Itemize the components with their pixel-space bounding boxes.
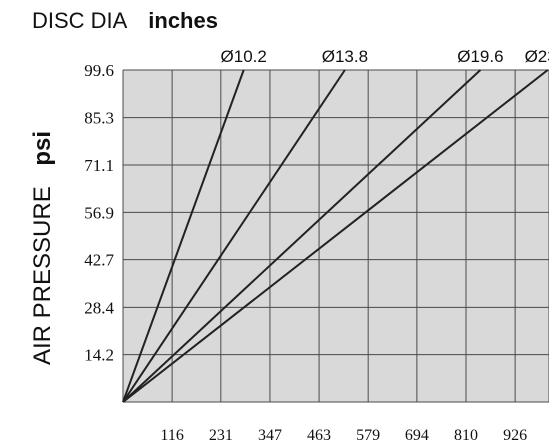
y-axis-label: AIR PRESSURE psi <box>29 131 56 365</box>
ylabel-unit: psi <box>29 131 56 166</box>
x-tick-label: 810 <box>454 427 478 444</box>
series-line-2 <box>122 69 346 403</box>
x-tick-label: 347 <box>258 427 282 444</box>
x-tick-label: 926 <box>503 427 527 444</box>
series-line-4 <box>122 69 549 403</box>
y-tick-label: 42.7 <box>84 251 114 270</box>
y-tick-label: 56.9 <box>84 203 114 222</box>
series-label-4: Ø23.6 <box>525 47 549 66</box>
series-lines <box>122 69 549 403</box>
chart-title: DISC DIA inches <box>32 8 218 33</box>
series-line-3 <box>122 69 482 403</box>
y-tick-label: 28.4 <box>84 298 114 317</box>
y-tick-label: 71.1 <box>84 156 114 175</box>
y-tick-labels: 14.2 28.4 42.7 56.9 71.1 85.3 99.6 <box>84 61 114 365</box>
series-label-3: Ø19.6 <box>457 47 503 66</box>
x-tick-label: 694 <box>405 427 429 444</box>
y-tick-label: 14.2 <box>84 346 114 365</box>
series-label-2: Ø13.8 <box>322 47 368 66</box>
ylabel-main: AIR PRESSURE <box>29 186 56 365</box>
y-tick-label: 85.3 <box>84 109 114 128</box>
x-tick-label: 579 <box>356 427 380 444</box>
x-tick-label: 463 <box>307 427 331 444</box>
y-tick-label: 99.6 <box>84 61 114 80</box>
series-label-1: Ø10.2 <box>221 47 267 66</box>
grid-lines <box>122 69 549 403</box>
x-tick-label: 231 <box>209 427 233 444</box>
x-tick-label: 116 <box>160 427 183 444</box>
series-line-1 <box>122 69 245 403</box>
title-unit: inches <box>148 8 218 33</box>
x-tick-labels: 116 231 347 463 579 694 810 926 <box>160 427 527 444</box>
title-main: DISC DIA <box>32 8 128 33</box>
series-labels: Ø10.2 Ø13.8 Ø19.6 Ø23.6 <box>221 47 549 66</box>
